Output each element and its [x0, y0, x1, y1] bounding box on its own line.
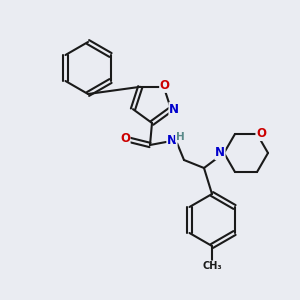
Text: N: N — [215, 146, 225, 160]
Text: CH₃: CH₃ — [202, 261, 222, 271]
Text: H: H — [176, 132, 184, 142]
Text: O: O — [256, 128, 266, 140]
Text: O: O — [160, 79, 170, 92]
Text: N: N — [169, 103, 179, 116]
Text: N: N — [167, 134, 177, 148]
Text: O: O — [120, 133, 130, 146]
